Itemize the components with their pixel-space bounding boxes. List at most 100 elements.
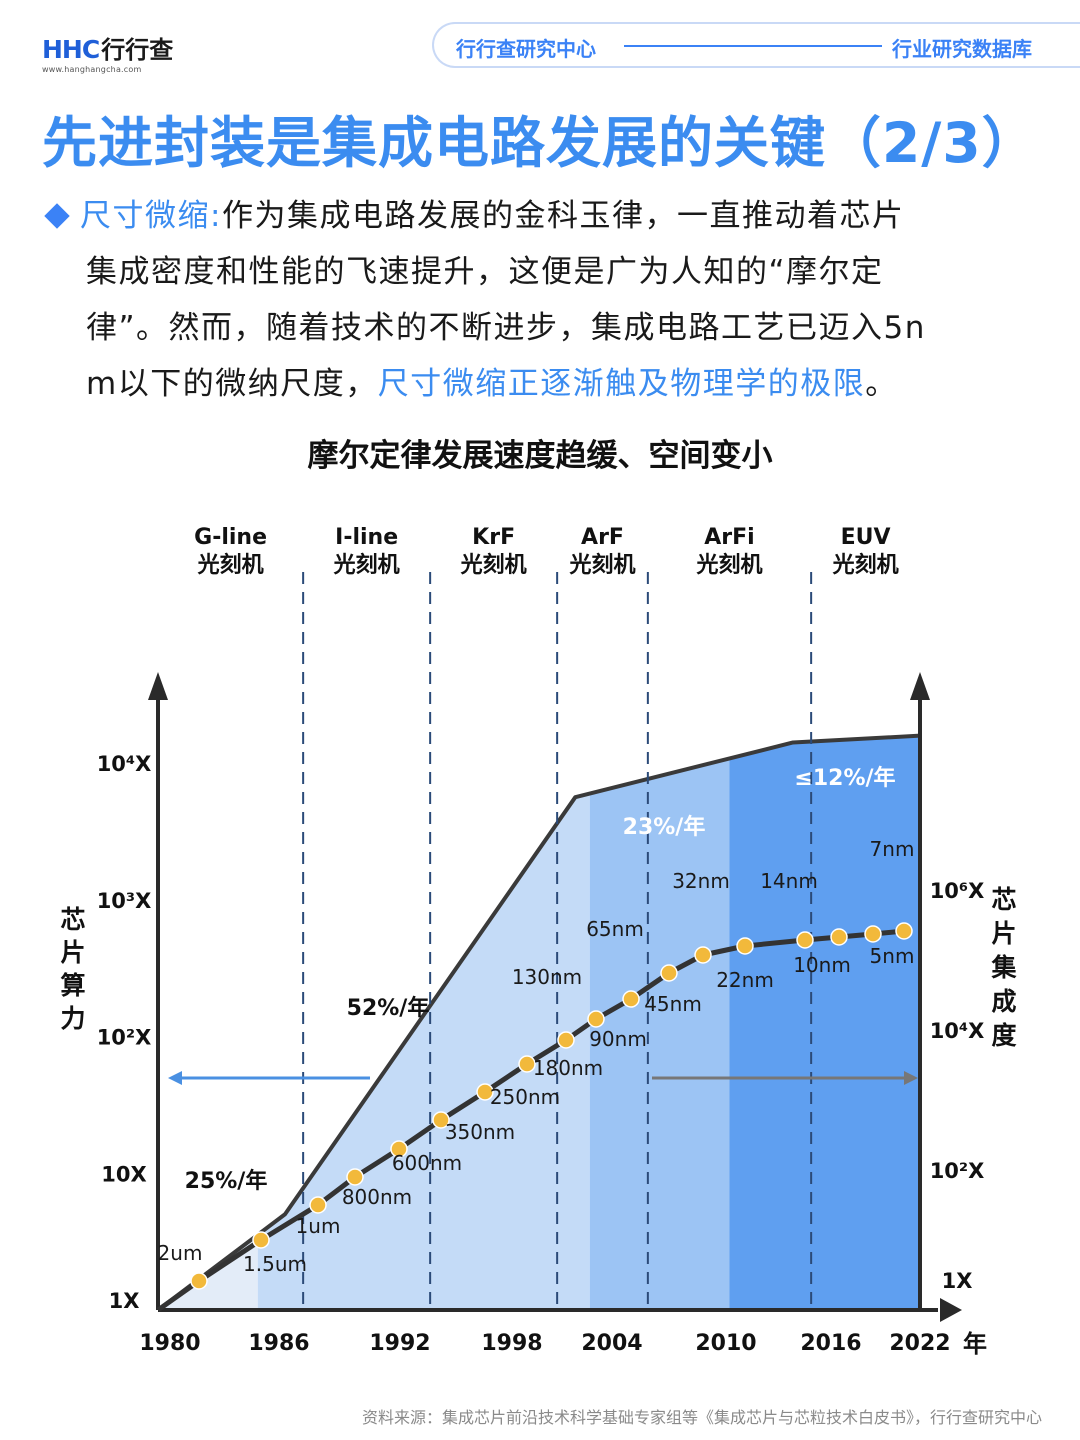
source-note: 资料来源：集成芯片前沿技术科学基础专家组等《集成芯片与芯粒技术白皮书》，行行查研…	[361, 1408, 1042, 1427]
intro-lead: 尺寸微缩:	[80, 198, 222, 234]
logo-mark: HHC行行查	[42, 30, 173, 65]
era-label-i-line: I-line	[335, 525, 398, 550]
era-sublabel-euv: 光刻机	[832, 552, 899, 578]
logo-cn-text: 行行查	[101, 36, 174, 64]
process-node-dot	[796, 931, 814, 949]
y-left-label-char-2: 算	[60, 971, 85, 1000]
era-label-g-line: G-line	[194, 525, 267, 550]
process-node-label-45nm: 45nm	[644, 992, 702, 1016]
process-node-label-32nm: 32nm	[672, 869, 730, 893]
process-node-dot	[587, 1010, 605, 1028]
x-tick-1986: 1986	[248, 1331, 309, 1356]
process-node-label-130nm: 130nm	[512, 965, 582, 989]
process-node-label-800nm: 800nm	[342, 1185, 412, 1209]
process-node-dot	[252, 1231, 270, 1249]
logo-mark-text: HHC	[42, 35, 100, 64]
process-node-dot	[557, 1031, 575, 1049]
y-right-label-char-4: 度	[991, 1021, 1016, 1050]
era-sublabel-g-line: 光刻机	[197, 552, 264, 578]
y-right-tick-2: 10⁴X	[930, 1019, 985, 1043]
era-sublabel-arf: 光刻机	[568, 552, 635, 578]
logo[interactable]: HHC行行查 www.hanghangcha.com	[42, 30, 173, 74]
process-node-dot	[864, 925, 882, 943]
intro-line4-start: m以下的微纳尺度，	[86, 366, 378, 402]
x-axis-arrow-icon	[940, 1298, 962, 1322]
intro-line2: 集成密度和性能的飞速提升，这便是广为人知的“摩尔定	[86, 254, 884, 290]
intro-paragraph: 尺寸微缩:作为集成电路发展的金科玉律，一直推动着芯片 集成密度和性能的飞速提升，…	[42, 188, 1042, 412]
x-tick-2016: 2016	[800, 1331, 861, 1356]
process-node-label-1.5um: 1.5um	[243, 1252, 307, 1276]
process-node-label-5nm: 5nm	[870, 944, 915, 968]
era-sublabel-i-line: 光刻机	[333, 552, 400, 578]
page-title: 先进封装是集成电路发展的关键（2/3）	[42, 111, 1038, 175]
growth-rate-label-4: ≤12%/年	[794, 765, 895, 791]
y-left-tick-4: 10⁴X	[97, 752, 152, 776]
y-right-tick-0: 1X	[942, 1269, 973, 1293]
y-left-tick-2: 10²X	[97, 1026, 152, 1050]
process-node-dot	[895, 922, 913, 940]
y-right-axis-arrow-icon	[910, 672, 930, 700]
right-axis-pointer-arrow-icon	[904, 1071, 918, 1085]
process-node-label-2um: 2um	[158, 1241, 203, 1265]
intro-line1: 作为集成电路发展的金科玉律，一直推动着芯片	[221, 198, 905, 234]
y-left-axis-arrow-icon	[148, 672, 168, 700]
logo-url: www.hanghangcha.com	[42, 65, 142, 74]
intro-line4: m以下的微纳尺度，尺寸微缩正逐渐触及物理学的极限。	[42, 356, 1042, 412]
x-tick-2004: 2004	[581, 1331, 642, 1356]
process-node-label-65nm: 65nm	[586, 917, 644, 941]
era-label-euv: EUV	[841, 525, 891, 550]
growth-rate-label-1: 25%/年	[185, 1168, 268, 1194]
process-node-label-22nm: 22nm	[716, 968, 774, 992]
era-label-krf: KrF	[472, 525, 515, 550]
intro-line3: 律”。然而，随着技术的不断进步，集成电路工艺已迈入5n	[86, 310, 926, 346]
process-node-dot	[390, 1140, 408, 1158]
process-node-label-600nm: 600nm	[392, 1151, 462, 1175]
process-node-label-180nm: 180nm	[533, 1056, 603, 1080]
process-node-label-90nm: 90nm	[589, 1027, 647, 1051]
y-right-label-char-0: 芯	[991, 885, 1016, 914]
process-node-dot	[476, 1083, 494, 1101]
shaded-zone-4	[729, 735, 920, 1310]
era-sublabel-krf: 光刻机	[460, 552, 527, 578]
chart-title: 摩尔定律发展速度趋缓、空间变小	[307, 438, 773, 474]
y-left-tick-1: 10X	[101, 1162, 146, 1186]
performance-curve	[156, 733, 921, 1312]
intro-line4-end: 。	[865, 366, 898, 402]
process-node-dot	[736, 937, 754, 955]
process-node-dot	[432, 1111, 450, 1129]
header: HHC行行查 www.hanghangcha.com 行行查研究中心 行业研究数…	[0, 0, 1080, 80]
process-node-dot	[346, 1168, 364, 1186]
x-tick-2010: 2010	[695, 1331, 756, 1356]
x-tick-1998: 1998	[481, 1331, 542, 1356]
x-tick-1980: 1980	[139, 1331, 200, 1356]
process-node-label-10nm: 10nm	[793, 953, 851, 977]
y-right-label-char-3: 成	[991, 987, 1016, 1016]
nav-research-center[interactable]: 行行查研究中心	[456, 37, 596, 61]
y-left-label-char-3: 力	[60, 1004, 85, 1033]
x-tick-2022: 2022	[889, 1331, 950, 1356]
y-right-label-char-2: 集	[990, 953, 1017, 982]
era-sublabel-arfi: 光刻机	[695, 552, 762, 578]
x-axis-label: 年	[963, 1330, 987, 1358]
y-left-label-char-0: 芯	[60, 905, 85, 934]
process-node-label-1um: 1um	[296, 1214, 341, 1238]
growth-rate-label-3: 23%/年	[623, 814, 706, 840]
y-left-tick-0: 1X	[109, 1289, 140, 1313]
process-node-label-350nm: 350nm	[445, 1120, 515, 1144]
process-node-dot	[309, 1196, 327, 1214]
y-left-tick-3: 10³X	[97, 889, 152, 913]
process-node-dot	[830, 928, 848, 946]
shaded-zone-3	[589, 758, 730, 1310]
nav-industry-database[interactable]: 行业研究数据库	[892, 37, 1032, 61]
y-left-label-char-1: 片	[60, 938, 85, 967]
process-node-dot	[660, 964, 678, 982]
process-node-dot	[518, 1055, 536, 1073]
process-node-dot	[694, 946, 712, 964]
process-node-dot	[190, 1272, 208, 1290]
process-node-label-7nm: 7nm	[870, 837, 915, 861]
shaded-zone-2	[257, 793, 590, 1310]
era-label-arf: ArF	[581, 525, 624, 550]
left-axis-pointer-arrow-icon	[168, 1071, 182, 1085]
era-label-arfi: ArFi	[704, 525, 754, 550]
